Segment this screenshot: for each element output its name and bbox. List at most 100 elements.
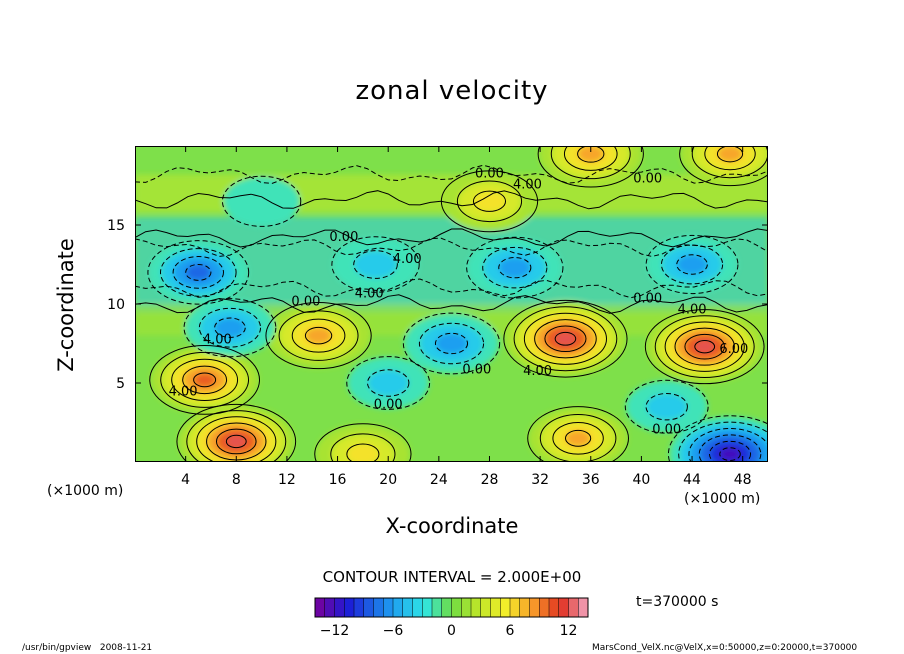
feature-10 xyxy=(148,241,248,304)
contour-5-4 xyxy=(565,429,592,447)
contour-11-1 xyxy=(183,298,277,358)
colorbar-segment-26 xyxy=(568,598,579,617)
contour-label-12: 0.00 xyxy=(462,363,491,378)
contour-3-4 xyxy=(534,319,597,359)
contour-18-3 xyxy=(688,428,768,462)
footer-right: MarsCond_VelX.nc@VelX,x=0:50000,z=0:2000… xyxy=(592,643,858,653)
contour-10-3 xyxy=(172,256,224,289)
contour-6-4 xyxy=(577,146,605,163)
y-tick-label-1: 10 xyxy=(107,297,125,313)
contour-4-4 xyxy=(674,327,735,366)
y-tick-label-2: 15 xyxy=(107,218,125,234)
contour-4-3 xyxy=(664,321,745,372)
colorbar-segment-19 xyxy=(500,598,511,617)
contour-label-10: 4.00 xyxy=(203,333,232,348)
contour-19-1 xyxy=(221,175,302,227)
feature-19 xyxy=(223,176,300,226)
y-tick-label-0: 5 xyxy=(116,376,125,392)
colorbar-segment-14 xyxy=(451,598,462,617)
contour-4-1 xyxy=(644,309,765,385)
contour-6-2 xyxy=(550,146,631,180)
colorbar-tick-label-4: 12 xyxy=(560,623,578,639)
contour-7-3 xyxy=(704,146,756,171)
feature-16 xyxy=(347,357,429,409)
contour-16-2 xyxy=(366,369,410,397)
contour-label-7: 0.00 xyxy=(633,291,662,306)
colorbar-segment-1 xyxy=(324,598,335,617)
contour-1-2 xyxy=(160,351,250,408)
colorbar-segment-24 xyxy=(549,598,560,617)
feature-12 xyxy=(404,313,499,374)
zonal-contour-0 xyxy=(135,228,768,248)
contour-18-4 xyxy=(698,434,762,462)
contour-9-3 xyxy=(346,443,380,462)
colorbar-segment-10 xyxy=(412,598,423,617)
colorbar-segment-0 xyxy=(315,598,326,617)
contour-2-1 xyxy=(265,302,372,370)
contour-5-3 xyxy=(552,421,604,455)
contour-9-1 xyxy=(314,423,412,462)
contour-label-14: 0.00 xyxy=(652,423,681,438)
colorbar-tick-label-0: −12 xyxy=(320,623,350,639)
contour-label-4: 4.00 xyxy=(393,252,422,267)
contour-interval-text: CONTOUR INTERVAL = 2.000E+00 xyxy=(322,568,582,586)
colorbar-segment-6 xyxy=(373,598,384,617)
contour-label-6: 0.00 xyxy=(291,295,320,310)
colorbar-segment-25 xyxy=(558,598,569,617)
zonal-contour-4 xyxy=(135,190,768,210)
contour-1-5 xyxy=(193,372,217,388)
contour-13-2 xyxy=(482,246,548,289)
colorbar-segment-22 xyxy=(529,598,540,617)
contour-14-3 xyxy=(676,254,708,275)
contour-13-3 xyxy=(498,257,532,279)
zonal-contour-2 xyxy=(135,278,768,299)
contour-18-5 xyxy=(708,440,752,462)
x-tick-label-7: 32 xyxy=(531,472,549,488)
contour-3-6 xyxy=(554,331,577,346)
contour-6-3 xyxy=(563,146,618,171)
contour-13-1 xyxy=(466,236,564,299)
feature-4 xyxy=(646,310,763,383)
contour-5-1 xyxy=(527,406,629,462)
feature-8 xyxy=(442,171,537,232)
colorbar-segment-27 xyxy=(578,598,589,617)
x-tick-label-9: 40 xyxy=(632,472,650,488)
contour-12-1 xyxy=(402,312,501,375)
zonal-contour-1 xyxy=(135,237,768,258)
contour-6-1 xyxy=(537,146,644,188)
contour-label-2: 0.00 xyxy=(633,171,662,186)
contour-label-5: 4.00 xyxy=(355,287,384,302)
contour-label-15: 4.00 xyxy=(169,385,198,400)
footer-left: /usr/bin/gpview 2008-11-21 xyxy=(22,643,152,653)
colorbar-segment-21 xyxy=(519,598,530,617)
contour-1-3 xyxy=(171,358,239,401)
colorbar-segment-18 xyxy=(490,598,501,617)
contour-0-2 xyxy=(186,410,287,462)
contour-12-2 xyxy=(418,322,485,365)
zonal-contour-3 xyxy=(135,294,768,314)
contour-label-0: 0.00 xyxy=(475,167,504,182)
x-axis-label: X-coordinate xyxy=(385,514,519,538)
colorbar-segment-9 xyxy=(402,598,413,617)
contour-10-2 xyxy=(160,248,237,297)
contour-7-1 xyxy=(679,146,768,187)
zonal-contour-5 xyxy=(135,164,768,184)
x-unit-label-right: (×1000 m) xyxy=(684,491,761,507)
feature-11 xyxy=(184,299,275,357)
contour-8-2 xyxy=(456,180,523,223)
x-tick-label-6: 28 xyxy=(481,472,499,488)
contour-3-2 xyxy=(513,306,618,372)
colorbar-segment-12 xyxy=(432,598,443,617)
colorbar-segment-16 xyxy=(471,598,482,617)
contour-16-1 xyxy=(346,356,431,410)
colorbar-tick-label-3: 6 xyxy=(506,623,515,639)
colorbar-segment-7 xyxy=(383,598,394,617)
contour-10-1 xyxy=(147,240,250,305)
contour-8-3 xyxy=(472,190,507,212)
colorbar-tick-label-1: −6 xyxy=(383,623,404,639)
colorbar-tick-label-2: 0 xyxy=(447,623,456,639)
feature-5 xyxy=(528,407,628,462)
colorbar-segment-5 xyxy=(363,598,374,617)
colorbar-segment-17 xyxy=(480,598,491,617)
